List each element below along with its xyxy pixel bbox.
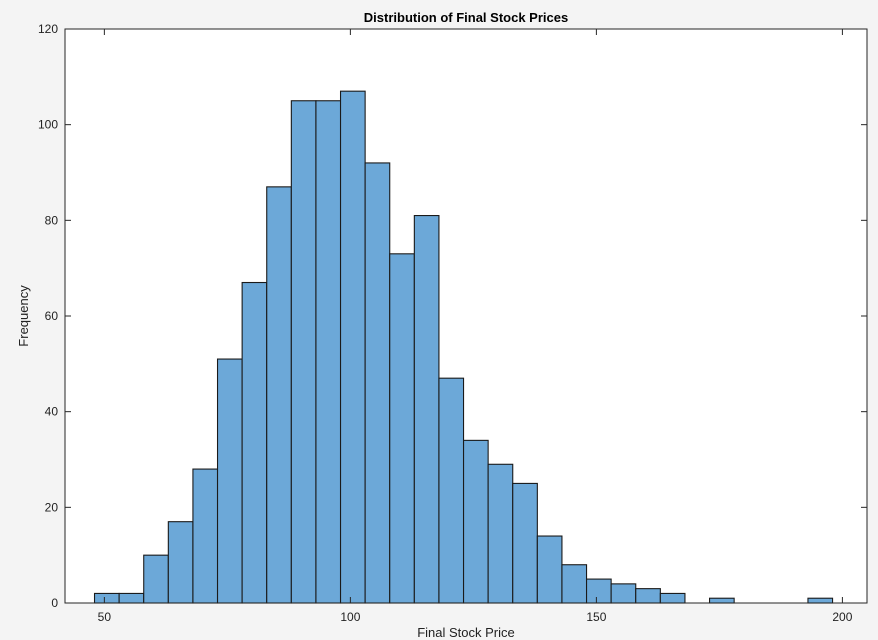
y-tick-label: 120 — [38, 22, 58, 36]
histogram-bar — [659, 592, 686, 604]
histogram-bar — [266, 186, 292, 604]
histogram-bar — [118, 592, 145, 604]
bars-group — [93, 90, 834, 604]
histogram-bar — [635, 588, 661, 604]
histogram-bar — [389, 253, 415, 604]
histogram-bar — [487, 463, 514, 604]
y-tick-label: 80 — [45, 213, 59, 227]
histogram-bar — [413, 215, 440, 604]
histogram-bar — [192, 468, 219, 604]
histogram-bar — [241, 281, 268, 604]
y-tick-label: 60 — [45, 309, 59, 323]
histogram-bar — [512, 482, 538, 604]
chart-title: Distribution of Final Stock Prices — [364, 10, 568, 25]
histogram-bar — [462, 439, 489, 604]
histogram-bar — [290, 100, 317, 604]
y-tick-label: 20 — [45, 500, 59, 514]
histogram-bar — [561, 564, 588, 604]
x-tick-label: 150 — [586, 610, 606, 624]
histogram-bar — [709, 597, 735, 604]
histogram-bar — [438, 377, 465, 604]
histogram-bar — [93, 592, 120, 604]
histogram-bar — [364, 162, 391, 604]
histogram-bar — [807, 597, 834, 604]
axes-frame — [64, 28, 868, 604]
histogram-bar — [216, 358, 243, 604]
y-tick-label: 0 — [51, 596, 58, 610]
ticks-group: 50 100 150 200 0 20 40 60 80 100 120 — [38, 22, 867, 624]
x-tick-label: 100 — [340, 610, 360, 624]
histogram-bar — [315, 100, 342, 604]
histogram-bar — [339, 90, 366, 604]
histogram-bar — [536, 535, 563, 604]
x-tick-label: 200 — [832, 610, 852, 624]
y-tick-label: 40 — [45, 405, 59, 419]
histogram-bar — [610, 583, 637, 604]
histogram-bar — [167, 521, 194, 604]
y-tick-label: 100 — [38, 118, 58, 132]
histogram-bar — [585, 578, 612, 604]
x-tick-label: 50 — [98, 610, 112, 624]
x-axis-label: Final Stock Price — [417, 625, 515, 640]
y-axis-label: Frequency — [16, 285, 31, 347]
histogram-bar — [143, 554, 169, 604]
